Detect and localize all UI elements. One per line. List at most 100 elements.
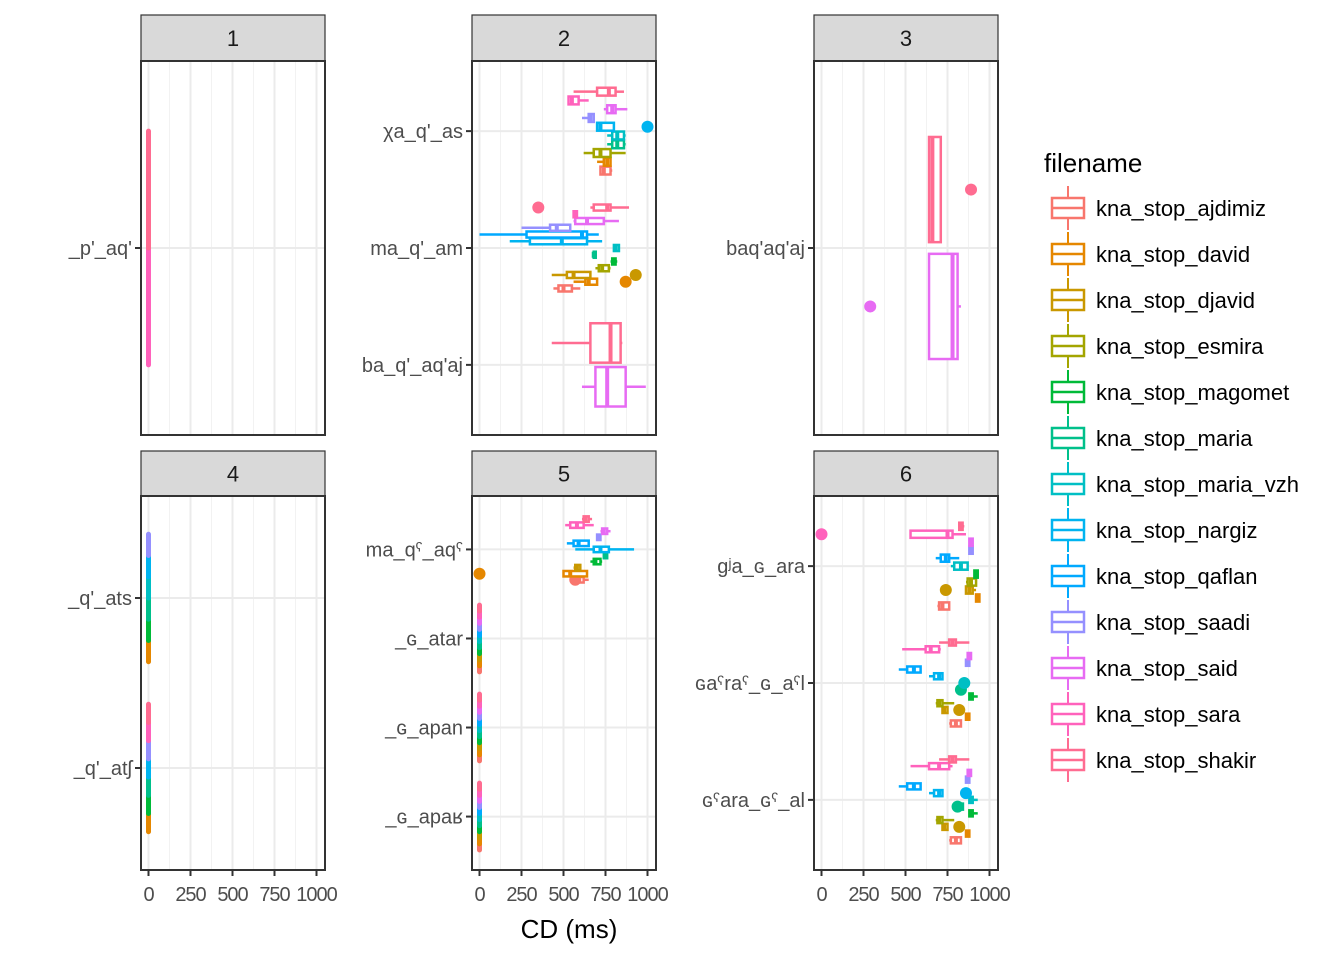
legend-item: kna_stop_sara <box>1050 692 1241 736</box>
box-kna_stop_sara <box>567 95 589 106</box>
facet-panel-3: 3 baq'aq'aj <box>726 14 999 436</box>
legend: filename kna_stop_ajdimiz kna_stop_davidk… <box>1044 148 1299 782</box>
box-kna_stop_shakir <box>581 515 593 524</box>
facet-strip-label: 5 <box>558 462 570 487</box>
box-iqr <box>927 135 943 244</box>
box-iqr <box>595 121 616 132</box>
y-tick-label: ma_q'_am <box>370 238 463 260</box>
legend-label: kna_stop_saadi <box>1096 610 1250 635</box>
box-kna_stop_sara <box>910 761 953 771</box>
box-kna_stop_qaflan <box>935 553 960 563</box>
legend-title: filename <box>1044 148 1142 178</box>
box-kna_stop_sara <box>565 521 594 530</box>
x-tick-label: 750 <box>932 884 963 906</box>
box-kna_stop_djavid <box>941 820 966 833</box>
facet-strip <box>471 450 657 497</box>
y-tick-label: ba_q'_aq'aj <box>362 355 463 377</box>
facet-panel-4: 4 _q'_ats _q'_atʃ 0 250 500 750 1000 <box>67 450 339 906</box>
x-tick-label: 1000 <box>969 884 1010 906</box>
panel-border <box>813 60 999 436</box>
box-kna_stop_maria <box>602 551 609 560</box>
facet-panel-6: 6 gʲa_ɢ_ara ɢaˤraˤ_ɢ_aˤl ɢˤara_ɢˤ_al 0 250 500… <box>695 450 1012 906</box>
y-tick-label: baq'aq'aj <box>726 238 805 260</box>
outlier-point <box>629 268 642 281</box>
panel-border <box>471 60 657 436</box>
y-tick-label: gʲa_ɢ_ara <box>717 556 806 578</box>
box-kna_stop_david <box>974 593 981 603</box>
legend-label: kna_stop_magomet <box>1096 380 1289 405</box>
legend-label: kna_stop_qaflan <box>1096 564 1257 589</box>
box-kna_stop_maria <box>591 250 597 260</box>
outlier-point <box>959 787 972 800</box>
x-tick-label: 0 <box>474 884 485 906</box>
y-tick-label: _ɢ_atar <box>394 628 463 650</box>
box-kna_stop_shakir <box>958 521 965 532</box>
box-kna_stop_djavid <box>573 563 582 572</box>
legend-items: kna_stop_ajdimiz kna_stop_david kna_stop_d… <box>1050 186 1299 782</box>
legend-label: kna_stop_maria_vzh <box>1096 472 1299 497</box>
facet-panel-5: 5 ma_qˤ_aqˤ _ɢ_atar _ɢ_apan _ɢ_apaʁ 0 250 500 75… <box>366 450 670 906</box>
box-kna_stop_saadi <box>968 545 974 556</box>
x-tick-label: 250 <box>506 884 537 906</box>
legend-item: kna_stop_saadi <box>1050 600 1250 644</box>
box-kna_stop_magomet <box>968 809 978 818</box>
outlier-point <box>958 677 971 689</box>
outlier-point <box>953 703 966 716</box>
outlier-point <box>939 584 952 597</box>
box-kna_stop_saadi <box>521 223 572 233</box>
x-tick-label: 250 <box>175 884 206 906</box>
box-kna_stop_maria <box>607 139 626 150</box>
box-kna_stop_saadi <box>964 775 971 784</box>
x-axis-title: CD (ms) <box>521 914 618 944</box>
y-tick-label: ɢˤara_ɢˤ_al <box>702 790 805 812</box>
box-kna_stop_said <box>968 537 974 548</box>
box-kna_stop_said <box>966 651 973 661</box>
legend-item: kna_stop_shakir <box>1050 738 1256 782</box>
box-kna_stop_david <box>964 712 971 721</box>
outlier-point <box>864 300 877 313</box>
box-kna_stop_esmira <box>595 263 611 273</box>
box-iqr <box>562 569 589 578</box>
box-kna_stop_shakir <box>532 201 630 214</box>
x-tick-label: 750 <box>259 884 290 906</box>
legend-label: kna_stop_maria <box>1096 426 1253 451</box>
box-iqr <box>595 86 617 97</box>
box-kna_stop_nargiz <box>929 671 944 681</box>
box-kna_stop_nargiz <box>929 787 972 800</box>
facet-strip-label: 1 <box>227 26 239 51</box>
x-tick-label: 500 <box>890 884 921 906</box>
box-kna_stop_qaflan <box>898 665 922 674</box>
box-kna_stop_magomet <box>968 692 978 701</box>
box-kna_stop_said <box>966 768 973 778</box>
box-iqr <box>528 236 589 246</box>
y-tick-label: _q'_ats <box>67 588 132 610</box>
facet-strip <box>471 14 657 62</box>
x-tick-label: 1000 <box>627 884 668 906</box>
box-kna_stop_said <box>600 527 611 536</box>
legend-label: kna_stop_said <box>1096 656 1238 681</box>
box-kna_stop_sara <box>572 210 579 219</box>
x-tick-label: 500 <box>217 884 248 906</box>
legend-item: kna_stop_maria <box>1050 416 1253 460</box>
box-kna_stop_esmira <box>583 147 626 159</box>
legend-item: kna_stop_nargiz <box>1050 508 1257 552</box>
outlier-point <box>532 201 545 214</box>
box-iqr <box>574 216 606 226</box>
x-tick-label: 0 <box>143 884 154 906</box>
facet-strip <box>813 450 999 497</box>
box-iqr <box>589 321 622 364</box>
box-kna_stop_shakir <box>939 638 970 647</box>
box-kna_stop_ajdimiz <box>949 836 963 845</box>
box-kna_stop_maria_vzh <box>612 243 621 253</box>
facet-panel-2: 2 χa_q'_as ma_q'_am ba_q'_aq'aj <box>362 14 657 436</box>
box-kna_stop_maria_vzh <box>968 795 978 805</box>
box-kna_stop_saadi <box>964 658 971 668</box>
box-kna_stop_saadi <box>595 533 602 542</box>
box-kna_stop_magomet <box>610 257 618 266</box>
facet-strip-label: 4 <box>227 462 239 487</box>
facet-strip-label: 3 <box>900 26 912 51</box>
outlier-point <box>965 183 978 196</box>
box-iqr <box>572 539 590 548</box>
box-kna_stop_shakir <box>927 135 978 244</box>
box-kna_stop_saadi <box>581 112 595 124</box>
